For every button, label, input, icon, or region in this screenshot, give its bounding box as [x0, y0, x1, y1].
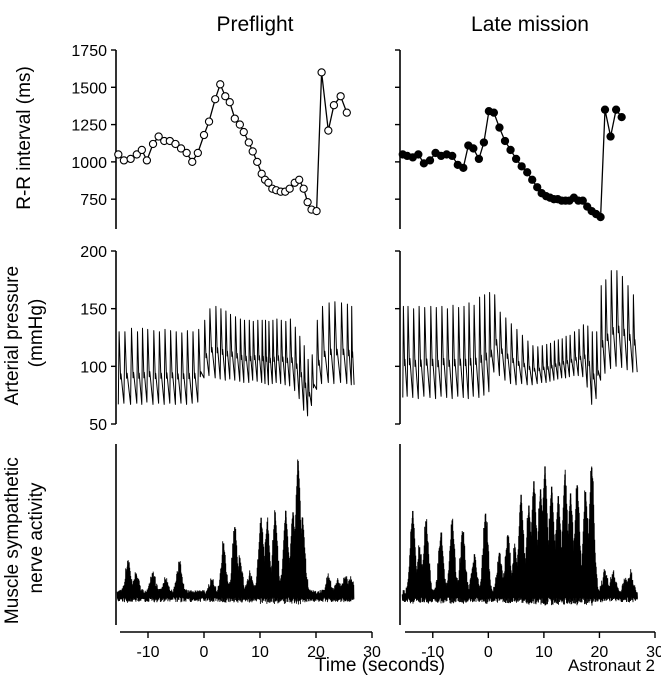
rr-preflight-data-point [253, 157, 262, 167]
rr-preflight-data-point [303, 197, 312, 207]
ap-preflight-ytick-label: 150 [80, 302, 107, 319]
rr-preflight-data-point [336, 92, 345, 101]
msna-preflight-xtick-label: 0 [200, 644, 209, 661]
x-axis-label: Time (seconds) [315, 655, 445, 676]
ap-row-label-line-2: (mmHg) [26, 299, 47, 368]
rr-preflight-data-point [324, 126, 333, 135]
ap-preflight-ytick-label: 100 [80, 359, 107, 376]
rr-preflight-data-point [342, 108, 351, 117]
msna-late-mission-xtick-label: 0 [484, 644, 493, 661]
rr-late-mission-data-point [596, 212, 605, 222]
rr-late-mission-data-point [469, 144, 478, 153]
rr-late-mission-data-point [414, 150, 423, 159]
rr-preflight-data-point [199, 130, 209, 140]
msna-late-mission-xtick-label: 20 [591, 644, 609, 661]
rr-preflight-data-point [285, 184, 294, 193]
rr-preflight-data-point [188, 157, 197, 167]
rr-preflight-ytick-label: 1250 [71, 118, 107, 135]
rr-row-label-line-1: R-R interval (ms) [14, 66, 35, 210]
rr-late-mission-data-point [459, 163, 468, 172]
rr-late-mission-data-point [578, 196, 587, 205]
col-title-preflight: Preflight [216, 13, 293, 36]
msna-row-label: Muscle sympathetic nerve activity [2, 452, 47, 624]
rr-preflight-data-point [171, 139, 180, 149]
rr-preflight-data-point [329, 101, 339, 110]
msna-late-mission-xtick-label: 30 [646, 644, 661, 661]
msna-late-mission-neurogram [401, 466, 638, 606]
ap-late-mission-waveform [402, 270, 638, 405]
rr-preflight-data-point [204, 117, 214, 126]
rr-preflight-data-point [317, 68, 326, 77]
msna-row-label-line-1: Muscle sympathetic [2, 457, 23, 624]
msna-preflight-xtick-label: 10 [251, 644, 269, 661]
msna-preflight-xtick-label: -10 [136, 644, 159, 661]
astronaut-label: Astronaut 2 [568, 656, 655, 675]
rr-late-mission-data-point [528, 175, 537, 184]
rr-preflight-data-point [295, 175, 304, 184]
col-title-late-mission: Late mission [471, 13, 589, 36]
msna-row-label-line-2: nerve activity [26, 482, 47, 593]
rr-preflight-ytick-label: 1000 [71, 155, 107, 172]
rr-preflight-data-point [142, 156, 152, 165]
rr-preflight-data-point [264, 178, 273, 187]
rr-late-mission-data-point [517, 162, 526, 171]
rr-preflight-ytick-label: 1750 [71, 43, 107, 60]
ap-row-label-line-1: Arterial pressure [2, 266, 23, 405]
rr-late-mission-data-point [523, 168, 532, 177]
msna-preflight-xtick-label: 20 [307, 644, 325, 661]
rr-preflight-data-point [126, 154, 135, 164]
rr-preflight-data-point [182, 148, 191, 158]
msna-late-mission-xtick-label: 10 [535, 644, 553, 661]
msna-preflight-neurogram [116, 459, 355, 605]
rr-preflight-data-point [132, 150, 141, 159]
rr-late-mission-data-point [506, 145, 515, 155]
rr-late-mission-data-point [511, 154, 521, 164]
rr-preflight-data-point [211, 95, 220, 104]
ap-row-label: Arterial pressure (mmHg) [2, 261, 47, 406]
rr-late-mission-data-point [425, 156, 435, 165]
rr-late-mission-data-point [617, 112, 626, 122]
rr-preflight-ytick-label: 750 [80, 192, 107, 209]
rr-preflight-data-point [193, 148, 202, 158]
rr-late-mission-data-point [533, 183, 542, 192]
ap-preflight-ytick-label: 200 [80, 244, 107, 261]
rr-preflight-data-point [154, 132, 163, 141]
rr-preflight-data-point [137, 145, 146, 155]
msna-late-mission-xtick-label: -10 [421, 644, 444, 661]
rr-preflight-data-point [248, 147, 257, 156]
rr-preflight-data-point [312, 206, 321, 216]
rr-late-mission-data-point [611, 105, 621, 114]
rr-preflight-data-point [216, 80, 225, 89]
rr-preflight-data-point [176, 144, 186, 153]
rr-preflight-data-point [299, 184, 308, 193]
rr-late-mission-data-point [500, 136, 510, 146]
rr-preflight-data-point [225, 98, 234, 107]
rr-preflight-data-point [148, 139, 158, 149]
ap-preflight-ytick-label: 50 [89, 417, 107, 434]
rr-late-mission-data-point [479, 138, 489, 147]
rr-late-mission-data-point [474, 154, 484, 164]
rr-preflight-data-point [221, 92, 230, 101]
rr-preflight-data-point [119, 156, 129, 165]
rr-late-mission-data-point [606, 132, 615, 141]
rr-row-label: R-R interval (ms) [14, 66, 35, 210]
rr-preflight-data-point [244, 138, 253, 147]
rr-late-mission-series-line [402, 108, 623, 219]
rr-late-mission-data-point [448, 151, 457, 161]
ap-preflight-waveform [117, 301, 355, 417]
rr-preflight-ytick-label: 1500 [71, 80, 107, 97]
rr-preflight-data-point [114, 150, 123, 159]
rr-preflight-data-point [239, 127, 248, 137]
rr-late-mission-data-point [495, 123, 504, 132]
rr-late-mission-data-point [600, 105, 610, 114]
rr-late-mission-data-point [489, 108, 499, 117]
rr-preflight-data-point [230, 114, 239, 123]
rr-preflight-data-point [235, 120, 244, 129]
msna-preflight-xtick-label: 30 [363, 644, 381, 661]
